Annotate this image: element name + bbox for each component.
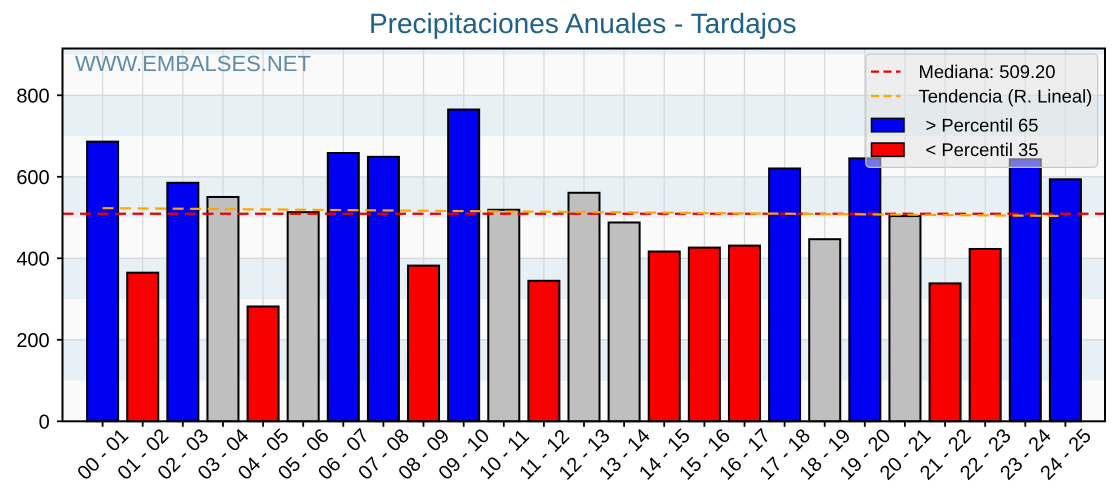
svg-text:800: 800: [16, 85, 49, 107]
svg-text:< Percentil 35: < Percentil 35: [926, 139, 1039, 160]
svg-text:400: 400: [16, 248, 49, 270]
svg-text:0: 0: [39, 411, 50, 433]
svg-text:Mediana: 509.20: Mediana: 509.20: [919, 61, 1056, 82]
svg-text:Tendencia (R. Lineal): Tendencia (R. Lineal): [919, 85, 1093, 106]
svg-text:200: 200: [16, 330, 49, 352]
svg-text:Precipitaciones Anuales - Tard: Precipitaciones Anuales - Tardajos: [369, 8, 797, 39]
svg-text:> Percentil 65: > Percentil 65: [926, 115, 1039, 136]
svg-text:WWW.EMBALSES.NET: WWW.EMBALSES.NET: [75, 51, 311, 76]
svg-text:600: 600: [16, 167, 49, 189]
